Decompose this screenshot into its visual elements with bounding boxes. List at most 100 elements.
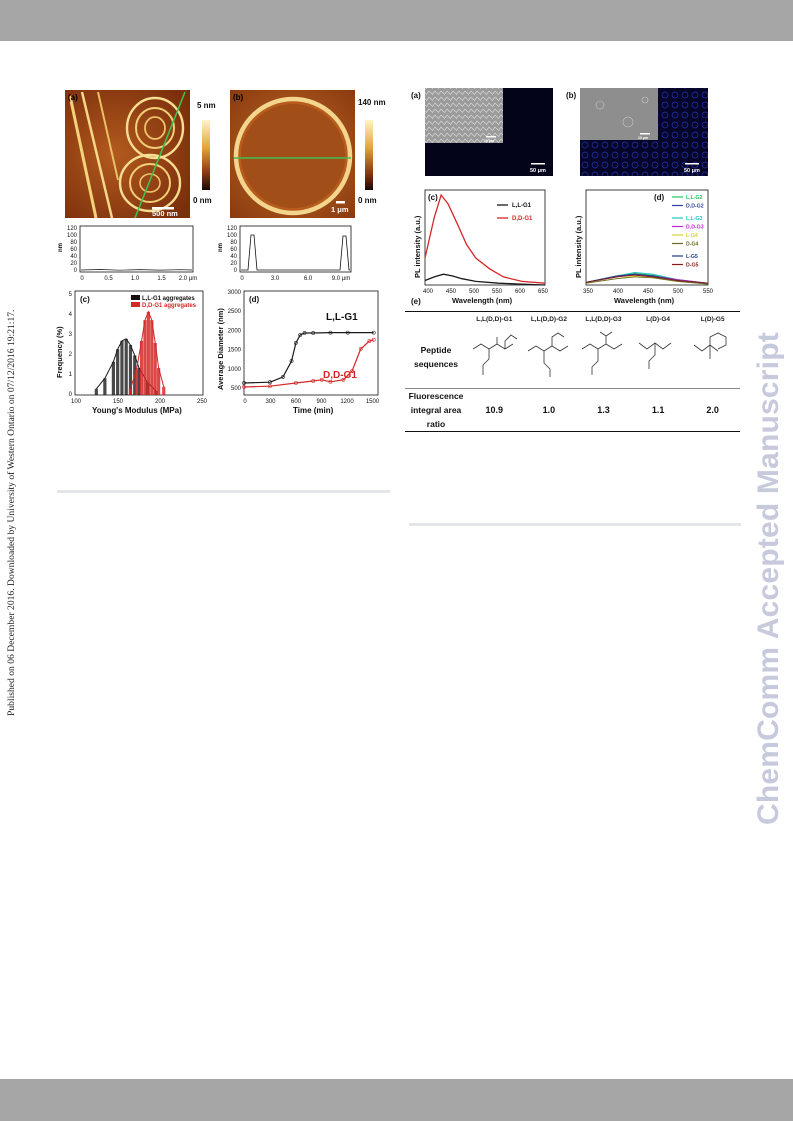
histogram-bar [124,338,128,395]
pl-d-xtick: 500 [673,289,684,295]
pl-legend-ll: L,L-G1 [512,203,532,209]
histogram-ytick: 1 [69,372,73,378]
histogram-bar [103,378,107,395]
profile-b-ytick: 20 [230,261,237,267]
column-header: L,L(D,D)-G3 [585,315,622,323]
scatter-ytick: 500 [231,386,242,392]
histogram-bar [116,349,120,395]
scatter-point [345,330,350,335]
scatter-point [293,381,298,385]
top-band [0,0,793,41]
pl-d-legend-label: D-G5 [686,263,699,269]
scale-bar-rb: 50 μm [684,168,700,174]
pl-d-legend-label: L,L-G2 [686,195,703,201]
figure1-divider [57,490,390,493]
pl-c-ylabel: PL intensity (a.u.) [413,215,422,278]
structure-g3 [576,326,631,389]
scatter-point [302,331,307,335]
pl-d-xtick: 350 [583,289,594,295]
scatter-ytick: 1000 [228,367,242,373]
bottom-band [0,1079,793,1121]
histogram-bar [94,388,98,395]
profile-b-ytick: 60 [230,247,237,253]
structure-g5 [685,326,740,389]
pl-d-legend-label: D,D-G3 [686,225,704,231]
scatter-ytick: 3000 [228,290,242,296]
column-header: L,L(D,D)-G2 [530,315,567,323]
micrograph-a: 10 μm 50 μm [425,88,553,176]
scatter-point [367,339,372,343]
column-header: L,L(D,D)-G1 [476,315,513,323]
panel-letter-a: (a) [68,93,78,102]
column-header: L(D)-G5 [700,315,725,323]
legend-dd: D,D-G1 aggregates [142,303,197,309]
pl-c-xtick: 450 [446,289,457,295]
afm-image-b: 1 μm (b) [230,90,355,218]
histogram-xtick: 150 [113,399,124,405]
scatter-d: 3000 2500 2000 1500 1000 500 0 300 600 900 1200 15… [216,290,380,415]
histogram-bar [153,343,157,395]
scatter-xtick: 900 [316,399,327,405]
profile-b-ytick: 100 [227,233,238,239]
scatter-ytick: 2500 [228,309,242,315]
histogram-ytick: 0 [69,392,73,398]
scale-bar-b: 1 μm [331,205,349,214]
panel-letter-rb: (b) [566,91,577,100]
row-label-sequences: Peptide sequences [405,326,467,389]
profile-a-xtick: 0 [80,276,84,282]
histogram-bar [128,345,133,395]
scatter-xtick: 300 [265,399,276,405]
ratio-g1: 10.9 [467,388,522,432]
pl-d-series-line [585,274,709,284]
scatter-xtick: 1200 [340,399,354,405]
histogram-ytick: 2 [69,352,73,358]
pl-d-legend-label: L,L-G3 [686,216,703,222]
scatter-point [341,377,346,382]
column-header: L(D)-G4 [646,315,670,323]
pl-c-series-line [424,193,546,284]
ratio-g3: 1.3 [576,388,631,432]
legend-swatch-dd [131,302,140,307]
histogram-bar [146,311,150,395]
pl-c-xtick: 500 [469,289,480,295]
profile-a-ylabel: nm [58,243,64,252]
profile-a-xtick: 0.5 [104,276,113,282]
scatter-fit-line [243,332,374,384]
histogram-xlabel: Young's Modulus (MPa) [92,406,182,415]
pl-d-xlabel: Wavelength (nm) [614,296,675,305]
scatter-point [298,333,303,337]
color-min-b: 0 nm [358,196,377,205]
profile-b-ytick: 0 [234,268,238,274]
profile-a-ytick: 100 [67,233,78,239]
scatter-point [328,330,333,335]
color-max-b: 140 nm [358,98,386,107]
histogram-bar [120,340,124,395]
pl-c-series-line [424,273,546,286]
profile-b-xtick: 3.0 [271,276,280,282]
histogram-bar [157,367,161,395]
color-max-a: 5 nm [197,101,216,110]
histogram-bar [128,388,133,395]
scatter-point [319,377,324,382]
profile-b-ytick: 40 [230,254,237,260]
scatter-point [311,379,316,383]
scatter-point [311,331,316,335]
color-bar-a [202,120,210,190]
peptide-table: L,L(D,D)-G1 L,L(D,D)-G2 L,L(D,D)-G3 L(D)… [405,311,740,432]
pl-d-series-line [585,276,709,285]
histogram-xtick: 250 [197,399,208,405]
row-label-ratio: Fluorescence integral area ratio [405,388,467,432]
ratio-g5: 2.0 [685,388,740,432]
histogram-fit-curve [129,310,165,389]
profile-b-ytick: 80 [230,240,237,246]
legend-ll: L,L-G1 aggregates [142,296,195,302]
ratio-g4: 1.1 [630,388,686,432]
legend-swatch-ll [131,295,140,300]
micrograph-b: 10 μm 50 μm [580,88,708,176]
panel-letter-d: (d) [249,295,260,304]
pl-d-xtick: 550 [703,289,714,295]
histogram-bar [111,361,115,395]
histogram-xtick: 100 [71,399,82,405]
